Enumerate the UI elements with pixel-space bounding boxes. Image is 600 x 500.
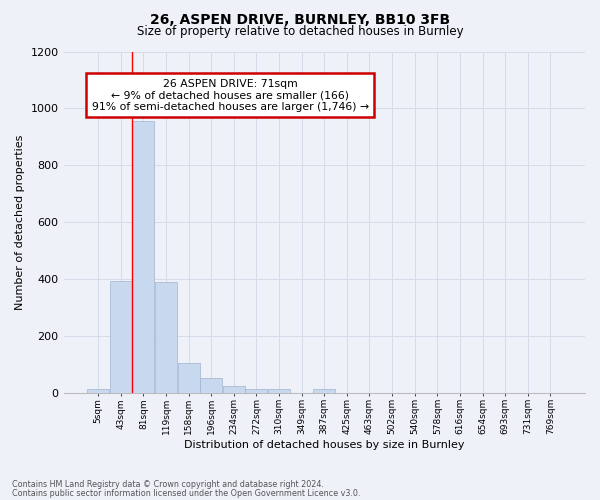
Bar: [245, 389, 268, 392]
Bar: [200, 378, 222, 392]
Bar: [178, 363, 200, 392]
X-axis label: Distribution of detached houses by size in Burnley: Distribution of detached houses by size …: [184, 440, 464, 450]
Text: Contains public sector information licensed under the Open Government Licence v3: Contains public sector information licen…: [12, 488, 361, 498]
Bar: [110, 281, 132, 392]
Text: Size of property relative to detached houses in Burnley: Size of property relative to detached ho…: [137, 25, 463, 38]
Y-axis label: Number of detached properties: Number of detached properties: [15, 134, 25, 310]
Text: 26, ASPEN DRIVE, BURNLEY, BB10 3FB: 26, ASPEN DRIVE, BURNLEY, BB10 3FB: [150, 12, 450, 26]
Bar: [268, 389, 290, 392]
Bar: [133, 121, 154, 392]
Bar: [223, 386, 245, 392]
Bar: [313, 389, 335, 392]
Bar: [155, 282, 177, 393]
Bar: [87, 389, 109, 392]
Text: 26 ASPEN DRIVE: 71sqm
← 9% of detached houses are smaller (166)
91% of semi-deta: 26 ASPEN DRIVE: 71sqm ← 9% of detached h…: [92, 79, 369, 112]
Text: Contains HM Land Registry data © Crown copyright and database right 2024.: Contains HM Land Registry data © Crown c…: [12, 480, 324, 489]
